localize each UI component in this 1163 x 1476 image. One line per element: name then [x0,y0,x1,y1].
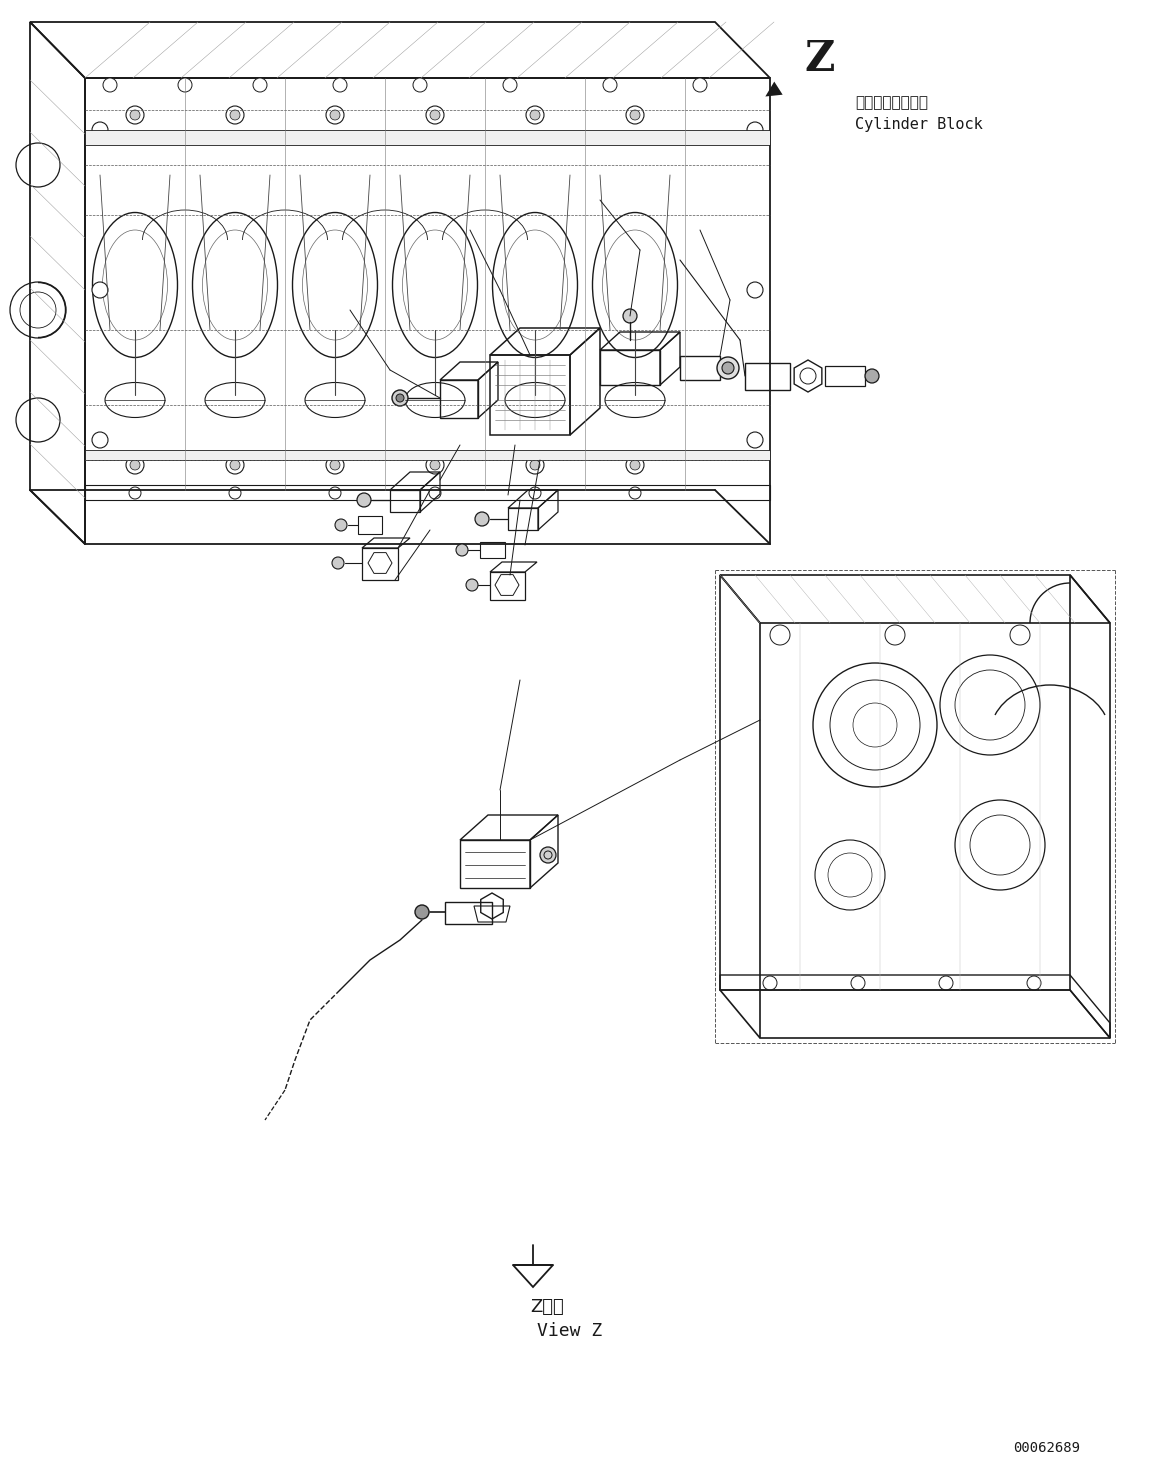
Circle shape [800,368,816,384]
Circle shape [329,487,341,499]
Circle shape [326,106,344,124]
Circle shape [429,487,441,499]
Circle shape [526,106,544,124]
Circle shape [92,432,108,449]
Circle shape [395,394,404,401]
Circle shape [413,78,427,92]
Text: Z　視: Z 視 [530,1297,564,1317]
Polygon shape [85,450,770,461]
Circle shape [602,78,618,92]
Circle shape [92,282,108,298]
Circle shape [129,487,141,499]
Circle shape [254,78,267,92]
Circle shape [747,282,763,298]
Circle shape [540,847,556,863]
Circle shape [1027,976,1041,990]
Circle shape [630,461,640,469]
Circle shape [626,456,644,474]
Circle shape [92,123,108,137]
Circle shape [526,456,544,474]
Circle shape [330,461,340,469]
Circle shape [126,456,144,474]
Circle shape [763,976,777,990]
Circle shape [629,487,641,499]
Circle shape [426,106,444,124]
Circle shape [865,369,879,382]
Circle shape [747,123,763,137]
Circle shape [529,487,541,499]
Circle shape [326,456,344,474]
Circle shape [126,106,144,124]
Polygon shape [85,130,770,145]
Circle shape [226,456,244,474]
Circle shape [430,461,440,469]
Text: View Z: View Z [537,1322,602,1340]
Circle shape [331,556,344,570]
Circle shape [939,976,952,990]
Text: Cylinder Block: Cylinder Block [855,117,983,131]
Circle shape [770,624,790,645]
Circle shape [1009,624,1030,645]
Text: シリンダブロック: シリンダブロック [855,94,928,111]
Circle shape [392,390,408,406]
Circle shape [504,78,518,92]
Circle shape [718,357,739,379]
Circle shape [747,432,763,449]
Circle shape [130,461,140,469]
Circle shape [475,512,488,525]
Circle shape [530,111,540,120]
Circle shape [456,545,468,556]
Circle shape [851,976,865,990]
Circle shape [623,308,637,323]
Circle shape [630,111,640,120]
Text: Z: Z [805,38,835,80]
Circle shape [330,111,340,120]
Circle shape [357,493,371,506]
Circle shape [426,456,444,474]
Circle shape [626,106,644,124]
Circle shape [333,78,347,92]
Circle shape [693,78,707,92]
Circle shape [130,111,140,120]
Circle shape [178,78,192,92]
Circle shape [466,579,478,590]
Circle shape [230,461,240,469]
Circle shape [104,78,117,92]
Circle shape [530,461,540,469]
Circle shape [885,624,905,645]
Circle shape [335,520,347,531]
Circle shape [229,487,241,499]
Text: 00062689: 00062689 [1013,1441,1080,1455]
Circle shape [722,362,734,373]
Circle shape [415,905,429,920]
Circle shape [230,111,240,120]
Circle shape [430,111,440,120]
Circle shape [226,106,244,124]
